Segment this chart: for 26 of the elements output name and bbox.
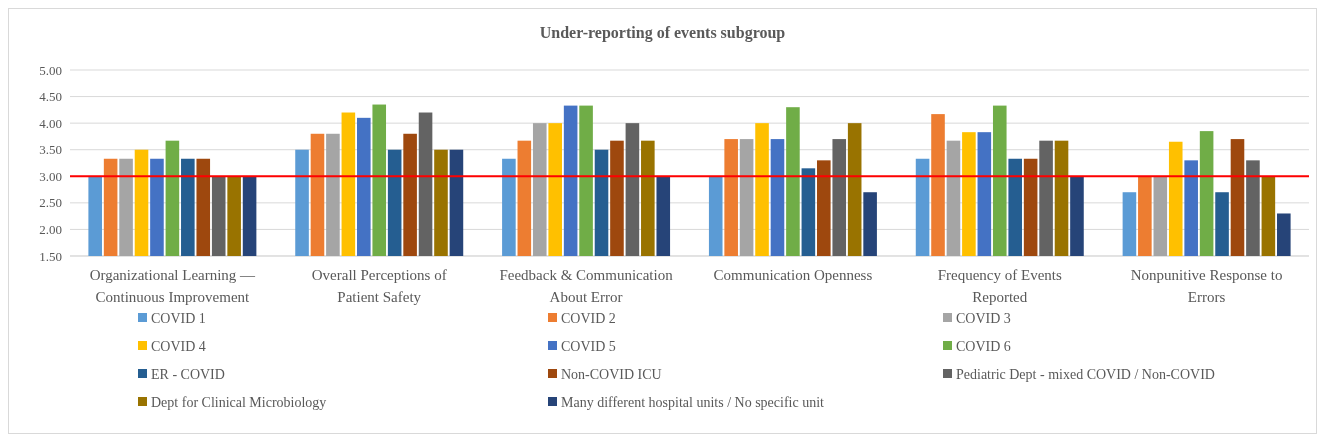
legend-label: ER - COVID — [151, 366, 225, 382]
legend-label: COVID 6 — [956, 338, 1011, 354]
legend-label: Many different hospital units / No specific unit — [561, 394, 825, 410]
legend-label: Pediatric Dept - mixed COVID / Non-COVID — [956, 366, 1215, 382]
y-tick-label: 5.00 — [39, 62, 62, 78]
x-tick-label: Frequency of Events Reported — [937, 267, 1062, 305]
x-tick-label: Organizational Learning — Continuous Improvement — [89, 267, 257, 305]
y-tick-label: 2.50 — [39, 195, 62, 211]
legend-label: COVID 2 — [561, 310, 616, 326]
legend-label: Dept for Clinical Microbiology — [151, 394, 327, 410]
chart-title: Under-reporting of events subgroup — [539, 24, 786, 42]
y-tick-label: 2.00 — [39, 221, 62, 237]
y-tick-label: 4.50 — [39, 89, 62, 105]
y-tick-label: 1.50 — [39, 248, 62, 264]
legend-label: COVID 3 — [956, 310, 1011, 326]
legend-label: COVID 1 — [151, 310, 206, 326]
legend-label: Non-COVID ICU — [561, 366, 662, 382]
y-tick-label: 3.00 — [39, 168, 62, 184]
x-tick-label: Feedback & Communication About Error — [499, 267, 674, 305]
legend-label: COVID 5 — [561, 338, 616, 354]
x-tick-label: Communication Openness — [713, 267, 873, 283]
legend-label: COVID 4 — [151, 338, 206, 354]
y-tick-label: 3.50 — [39, 142, 62, 158]
x-tick-label: Overall Perceptions of Patient Safety — [311, 267, 447, 305]
x-tick-label: Nonpunitive Response to Errors — [1130, 267, 1283, 305]
y-tick-label: 4.00 — [39, 115, 62, 131]
